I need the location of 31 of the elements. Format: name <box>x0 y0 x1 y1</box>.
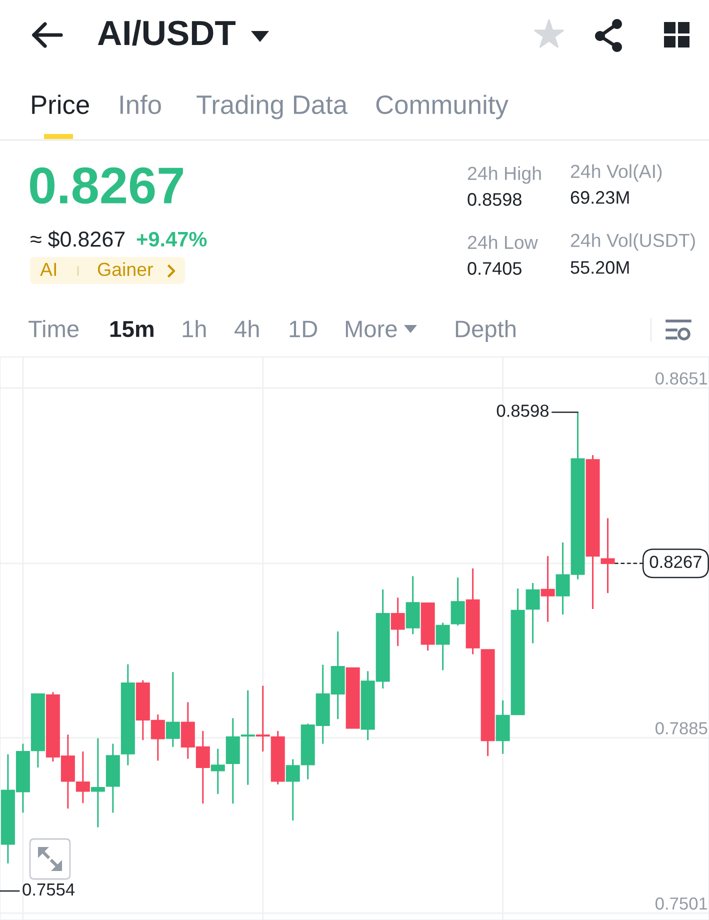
text: 0.7405 <box>468 262 522 275</box>
text: Depth <box>456 320 516 342</box>
text: Trading Data <box>196 94 348 120</box>
text: AI <box>40 262 56 276</box>
text: 15m <box>110 321 154 338</box>
text: +9.47% <box>136 232 207 247</box>
text: Info <box>120 94 161 114</box>
text: 24h High <box>468 166 541 184</box>
text: ≈ $0.8267 <box>30 230 125 248</box>
y-tick-label: 0.7501 <box>656 897 708 910</box>
text: Community <box>376 94 508 120</box>
chart-title: AI/USDT <box>98 20 236 46</box>
text: More <box>346 320 397 338</box>
ref-line-label: 0.8267 <box>650 556 702 568</box>
text: 24h Vol(AI) <box>570 164 662 182</box>
text: 55.20M <box>570 261 629 274</box>
text: 24h Low <box>468 235 538 250</box>
text: Price <box>32 94 89 114</box>
annotation: 0.7554 <box>22 883 75 896</box>
text: 1h <box>182 320 206 338</box>
annotation: 0.8598 <box>496 404 549 417</box>
text: 1D <box>290 320 318 338</box>
text: 0.8267 <box>30 167 183 204</box>
text: Time <box>28 320 79 338</box>
y-tick-label: 0.7885 <box>656 722 708 734</box>
y-tick-label: 0.8651 <box>656 372 708 385</box>
text: 0.8598 <box>468 193 522 206</box>
text: 4h <box>234 320 259 338</box>
text: Gainer <box>98 262 153 276</box>
text: 69.23M <box>570 191 629 204</box>
text: 24h Vol(USDT) <box>570 233 695 251</box>
